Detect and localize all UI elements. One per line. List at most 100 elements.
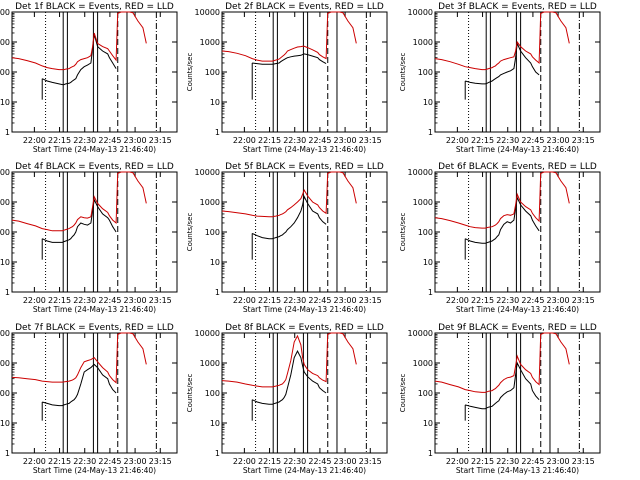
panel-det-3: Det 3f BLACK = Events, RED = LLD 1 10 100 10… [399,2,601,154]
y-tick-label: 10000 [195,329,220,338]
y-tick-label: 1000 [413,359,433,368]
series-lld-line [11,332,147,384]
x-tick-label: 22:30 [73,296,96,305]
plot-frame [434,171,601,293]
panel-title: Det 1f BLACK = Events, RED = LLD [15,2,174,12]
y-tick-label: 10000 [408,168,433,177]
series-lld-line [11,171,147,232]
series-lld-line [221,332,357,388]
x-tick-label: 23:00 [334,136,357,145]
y-tick-label: 1 [428,288,433,297]
plot-frame [11,11,178,133]
y-tick-label: 1 [5,449,10,458]
x-axis-label: Start Time (24-May-13 21:46:40) [456,145,579,154]
y-tick-label: 10 [210,98,220,107]
y-axis-label: Counts/sec [399,213,407,252]
panel-det-7: Det 7f BLACK = Events, RED = LLD 1 10 100 10… [0,323,178,475]
y-tick-label: 100 [0,68,10,77]
x-tick-label: 22:00 [446,136,469,145]
panel-title: Det 3f BLACK = Events, RED = LLD [438,2,597,12]
y-tick-label: 1 [428,449,433,458]
series-lld-line [434,332,570,393]
x-tick-label: 22:45 [521,296,544,305]
series-lld-line [221,171,357,218]
x-axis-label: Start Time (24-May-13 21:46:40) [33,145,156,154]
x-tick-label: 23:15 [572,136,595,145]
panel-det-9: Det 9f BLACK = Events, RED = LLD 1 10 100 10… [399,323,601,475]
panel-det-5: Det 5f BLACK = Events, RED = LLD 1 10 100 10… [186,162,388,314]
x-tick-label: 23:15 [149,296,172,305]
panel-det-6: Det 6f BLACK = Events, RED = LLD 1 10 100 10… [399,162,601,314]
x-tick-label: 22:00 [446,296,469,305]
x-tick-label: 22:45 [308,136,331,145]
x-tick-label: 22:15 [48,296,71,305]
series-lld-line [434,171,570,229]
panel-title: Det 2f BLACK = Events, RED = LLD [225,2,384,12]
x-axis-label: Start Time (24-May-13 21:46:40) [33,466,156,475]
y-tick-label: 10 [0,98,10,107]
x-tick-label: 22:30 [496,457,519,466]
x-tick-label: 22:15 [258,296,281,305]
panel-title: Det 4f BLACK = Events, RED = LLD [15,162,174,172]
plot-frame [11,332,178,454]
y-tick-label: 10 [0,258,10,267]
x-tick-label: 23:15 [359,457,382,466]
y-axis-label: Counts/sec [186,53,194,92]
panel-title: Det 6f BLACK = Events, RED = LLD [438,162,597,172]
panel-title: Det 7f BLACK = Events, RED = LLD [15,323,174,333]
plot-frame [434,332,601,454]
series-events-line [252,53,327,65]
x-tick-label: 22:15 [48,457,71,466]
x-tick-label: 22:00 [233,296,256,305]
y-tick-label: 10 [423,419,433,428]
y-tick-label: 1 [215,128,220,137]
y-tick-label: 100 [0,389,10,398]
y-tick-label: 100 [0,228,10,237]
y-tick-label: 1 [428,128,433,137]
y-tick-label: 10 [210,419,220,428]
y-tick-label: 10 [423,98,433,107]
y-tick-label: 1000 [413,198,433,207]
y-tick-label: 10000 [408,329,433,338]
x-axis-label: Start Time (24-May-13 21:46:40) [243,466,366,475]
series-lld-line [434,11,570,71]
x-axis-label: Start Time (24-May-13 21:46:40) [33,305,156,314]
x-tick-label: 23:15 [572,457,595,466]
y-tick-label: 1000 [413,38,433,47]
series-events-line [42,363,117,407]
y-tick-label: 1 [215,449,220,458]
x-tick-label: 23:15 [359,136,382,145]
y-tick-label: 10 [210,258,220,267]
y-tick-label: 100 [205,228,220,237]
panel-det-1: Det 1f BLACK = Events, RED = LLD 1 10 100 10… [0,2,178,154]
panel-det-2: Det 2f BLACK = Events, RED = LLD 1 10 100 10… [186,2,388,154]
y-tick-label: 10000 [0,329,10,338]
y-axis-label: Counts/sec [186,374,194,413]
x-tick-label: 22:45 [308,296,331,305]
y-tick-label: 10000 [195,168,220,177]
panel-det-4: Det 4f BLACK = Events, RED = LLD 1 10 100 10… [0,162,178,314]
series-events-line [41,34,117,86]
x-tick-label: 22:15 [48,136,71,145]
series-events-line [251,349,327,405]
series-events-line [251,195,327,240]
y-tick-label: 100 [418,228,433,237]
x-tick-label: 22:15 [258,136,281,145]
y-tick-label: 1000 [0,359,10,368]
y-tick-label: 1000 [200,359,220,368]
x-tick-label: 23:00 [547,457,570,466]
y-tick-label: 1000 [0,38,10,47]
x-axis-label: Start Time (24-May-13 21:46:40) [456,466,579,475]
x-tick-label: 23:00 [547,296,570,305]
plot-frame [434,11,601,133]
series-events-line [465,361,540,410]
y-tick-label: 10000 [0,8,10,17]
y-tick-label: 100 [418,389,433,398]
y-tick-label: 10 [0,419,10,428]
x-tick-label: 22:45 [308,457,331,466]
y-tick-label: 1 [5,128,10,137]
y-tick-label: 1 [5,288,10,297]
y-axis-label: Counts/sec [399,53,407,92]
x-tick-label: 23:15 [149,457,172,466]
